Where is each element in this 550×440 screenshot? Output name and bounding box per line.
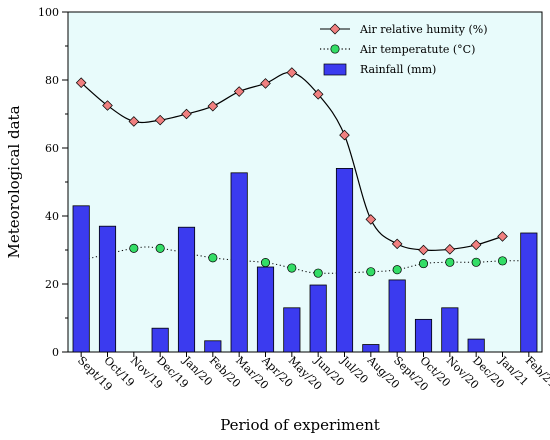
rainfall-bar-jan-20 — [177, 226, 196, 353]
humidity-point-jan-21 — [497, 231, 508, 242]
temperature-point-apr-20 — [260, 258, 271, 268]
temperature-point-oct-20 — [418, 259, 429, 269]
y-axis-title: Meteorological data — [5, 105, 23, 258]
humidity-point-sept-19 — [75, 77, 87, 89]
temperature-point-dec-19 — [155, 243, 165, 253]
rainfall-bar-oct-20 — [414, 318, 433, 353]
humidity-point-dec-20 — [470, 239, 482, 251]
rainfall-bar-sept-20 — [388, 279, 406, 353]
x-tick-label: Feb/21 — [523, 354, 550, 390]
x-axis-title: Period of experiment — [220, 416, 380, 434]
temperature-points — [129, 243, 508, 278]
rainfall-bar-mar-20 — [230, 172, 248, 353]
legend: Air relative humity (%) Air temperatute … — [320, 23, 488, 76]
humidity-point-jun-20 — [312, 88, 324, 100]
plot-area — [67, 11, 543, 353]
temperature-point-aug-20 — [366, 267, 376, 277]
y-tick-label: 0 — [52, 346, 59, 359]
temperature-point-jun-20 — [313, 268, 323, 278]
humidity-point-mar-20 — [233, 86, 245, 97]
humidity-point-dec-19 — [154, 114, 166, 126]
rainfall-bar-oct-19 — [98, 225, 117, 353]
y-tick-label: 40 — [45, 210, 59, 223]
legend-label-temperature: Air temperatute (°C) — [359, 43, 475, 56]
temperature-point-nov-20 — [445, 257, 455, 267]
temperature-point-sept-20 — [392, 265, 402, 275]
humidity-point-feb-20 — [207, 100, 219, 112]
humidity-points — [75, 67, 508, 256]
humidity-point-oct-20 — [418, 244, 429, 256]
temperature-point-jan-21 — [497, 256, 508, 266]
humidity-point-nov-19 — [128, 116, 140, 127]
rainfall-bar-nov-20 — [441, 307, 459, 353]
humidity-point-apr-20 — [260, 78, 271, 89]
rainfall-bar-dec-19 — [151, 327, 169, 353]
x-axis: Sept/19Oct/19Nov/19Dec/19Jan/20Feb/20Mar… — [75, 352, 550, 394]
humidity-point-nov-20 — [444, 244, 456, 255]
humidity-point-oct-19 — [102, 100, 113, 111]
y-tick-label: 80 — [45, 74, 59, 87]
humidity-point-sept-20 — [391, 238, 403, 250]
humidity-point-aug-20 — [365, 214, 377, 225]
legend-item-temperature: Air temperatute (°C) — [320, 43, 475, 56]
temperature-point-dec-20 — [471, 257, 481, 267]
rainfall-bar-apr-20 — [256, 266, 275, 353]
legend-item-rainfall: Rainfall (mm) — [323, 63, 436, 76]
rainfall-bar-jun-20 — [309, 284, 327, 353]
humidity-point-may-20 — [286, 67, 298, 78]
legend-label-humidity: Air relative humity (%) — [359, 23, 488, 36]
rainfall-bar-dec-20 — [467, 338, 485, 353]
y-tick-label: 60 — [45, 142, 59, 155]
legend-label-rainfall: Rainfall (mm) — [360, 63, 436, 76]
temperature-point-feb-20 — [208, 253, 218, 263]
rainfall-bar-aug-20 — [362, 344, 380, 353]
y-tick-label: 100 — [38, 6, 59, 19]
y-axis: 0 20 40 60 80 100 — [38, 6, 68, 359]
rainfall-bar-sept-19 — [72, 205, 90, 353]
rainfall-bar-feb-20 — [204, 340, 222, 353]
rainfall-bar-feb-21 — [520, 232, 538, 353]
humidity-point-jan-20 — [181, 108, 192, 120]
humidity-point-jul-20 — [339, 129, 350, 141]
y-tick-label: 20 — [45, 278, 59, 291]
rainfall-bar-may-20 — [283, 307, 301, 353]
legend-item-humidity: Air relative humity (%) — [320, 23, 488, 36]
rainfall-bar-jul-20 — [335, 167, 354, 353]
temperature-point-may-20 — [287, 263, 297, 273]
temperature-point-nov-19 — [129, 243, 139, 253]
